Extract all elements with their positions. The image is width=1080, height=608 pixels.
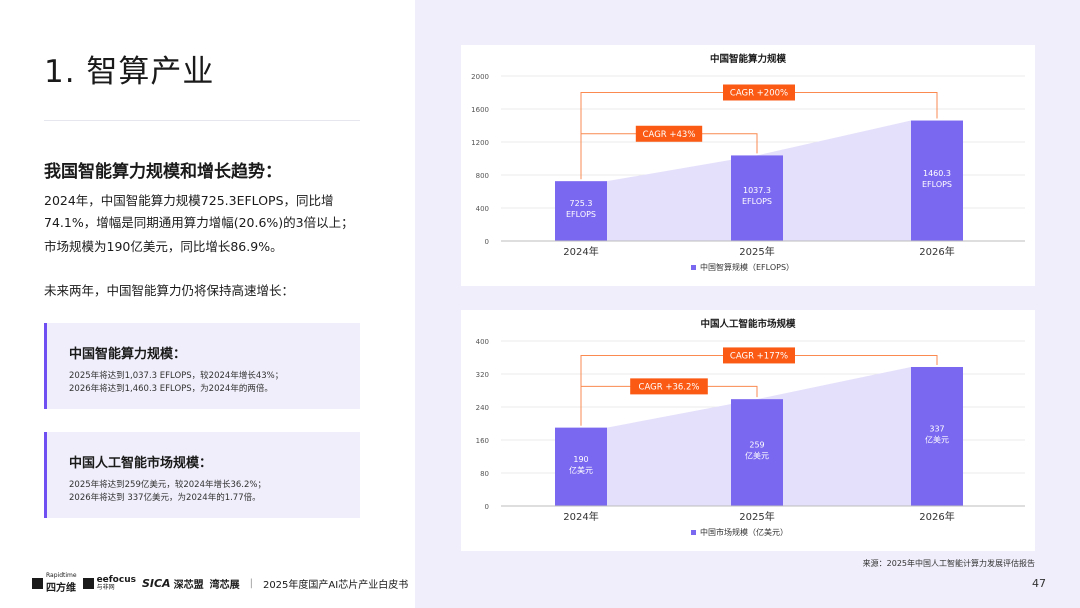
bar-value-label: 259 [749,441,764,450]
x-tick-label: 2024年 [563,245,598,258]
eefocus-mark-icon [82,577,94,589]
bar-unit-label: EFLOPS [922,180,952,189]
sica-logo: SICA 深芯盟 [142,576,204,591]
y-tick-label: 0 [485,238,489,246]
y-tick-label: 800 [476,172,489,180]
chart-title: 中国智能算力规模 [710,53,787,65]
y-tick-label: 1600 [471,106,489,114]
footer-separator: | [249,577,253,589]
market-scale-chart-svg: 中国人工智能市场规模080160240320400190亿美元259亿美元337… [476,318,1025,537]
card-title: 中国人工智能市场规模： [69,456,213,471]
x-tick-label: 2025年 [739,245,774,258]
market-scale-chart: 中国人工智能市场规模 0 80 160 240 320 400 190 亿美元 259 亿美元 337… [461,310,1035,551]
cagr-label: CAGR +43% [643,130,696,140]
y-tick-label: 240 [476,404,489,412]
cagr-label: CAGR +200% [730,89,788,99]
bar-value-label: 337 [929,424,944,433]
logo-subtext: 与非网 [96,583,115,591]
page-title: 1. 智算产业 [44,54,215,90]
bar [555,427,607,506]
source-note: 来源：2025年中国人工智能计算力发展评估报告 [862,559,1035,568]
logo-text: eefocus [96,574,136,585]
paragraph-market: 市场规模为190亿美元，同比增长86.9%。 [44,239,283,254]
cagr-badge [723,347,795,364]
legend-swatch [691,265,696,270]
page-number: 47 [1032,577,1046,590]
y-tick-label: 1200 [471,139,489,147]
eefocus-logo: eefocus 与非网 [82,574,136,591]
card-line: 2026年将达到1,460.3 EFLOPS，为2024年的两倍。 [69,384,273,394]
bar [555,181,607,241]
card-line: 2025年将达到1,037.3 EFLOPS，较2024年增长43%； [69,371,284,381]
y-tick-label: 2000 [471,73,489,81]
bar-unit-label: 亿美元 [745,451,769,461]
legend-swatch [691,530,696,535]
section-subheading: 我国智能算力规模和增长趋势： [44,162,282,182]
card-title: 中国智能算力规模： [69,347,187,362]
bar-value-label: 1037.3 [743,186,771,195]
logo-text: 湾芯展 [209,579,240,591]
card-line: 2026年将达到 337亿美元，为2024年的1.77倍。 [69,493,261,503]
cagr-badge [635,125,703,142]
logo-subtext: Rapidtime [46,571,77,579]
cagr-badge [630,378,708,395]
rapidtime-logo: Rapidtime 四方维 [32,571,77,594]
logo-text: 深芯盟 [173,579,204,591]
x-tick-label: 2026年 [919,510,954,523]
rapidtime-mark-icon [32,577,43,589]
bar-unit-label: 亿美元 [569,465,593,475]
footer-doc-title: 2025年度国产AI芯片产业白皮书 [262,579,409,591]
bar [911,366,963,506]
bar-value-label: 1460.3 [923,169,951,178]
cagr-badge [723,84,795,101]
paragraph-compute: 2024年，中国智能算力规模725.3EFLOPS，同比增74.1%，增幅是同期… [44,193,354,230]
bar-unit-label: 亿美元 [925,434,949,444]
logo-text: SICA [141,576,171,590]
paragraph-outlook: 未来两年，中国智能算力仍将保持高速增长： [44,283,295,298]
compute-scale-card: 中国智能算力规模： 2025年将达到1,037.3 EFLOPS，较2024年增… [44,323,360,409]
bar [731,399,783,506]
bar [731,155,783,241]
bar-value-label: 190 [573,455,588,464]
x-tick-label: 2024年 [563,510,598,523]
y-tick-label: 80 [480,470,489,478]
legend-label: 中国智算规模（EFLOPS） [700,262,794,272]
bar-unit-label: EFLOPS [742,197,772,206]
compute-scale-chart: 中国智能算力规模 0 400 800 1200 1600 2000 725.3 EFLOPS 10… [461,45,1035,286]
cagr-label: CAGR +177% [730,351,788,361]
footer: Rapidtime 四方维 eefocus 与非网 SICA 深芯盟 湾芯展 |… [32,571,409,594]
bar-value-label: 725.3 [570,199,593,208]
y-tick-label: 160 [476,437,489,445]
logo-text: 四方维 [46,582,76,594]
wanxinzhan-logo: 湾芯展 [210,576,240,591]
y-tick-label: 320 [476,371,489,379]
market-scale-card: 中国人工智能市场规模： 2025年将达到259亿美元，较2024年增长36.2%… [44,432,360,518]
y-tick-label: 400 [476,338,489,346]
compute-scale-chart-svg: 中国智能算力规模 0 400 800 1200 1600 2000 725.3 EFLOPS 10… [471,53,1025,272]
cagr-label: CAGR +36.2% [639,382,700,392]
chart-title: 中国人工智能市场规模 [700,318,796,330]
y-tick-label: 400 [476,205,489,213]
legend-label: 中国市场规模（亿美元） [700,527,788,537]
y-tick-label: 0 [485,503,489,511]
bar [911,120,963,241]
title-divider [44,120,360,121]
x-tick-label: 2025年 [739,510,774,523]
x-tick-label: 2026年 [919,245,954,258]
card-line: 2025年将达到259亿美元，较2024年增长36.2%； [69,480,266,490]
bar-unit-label: EFLOPS [566,210,596,219]
